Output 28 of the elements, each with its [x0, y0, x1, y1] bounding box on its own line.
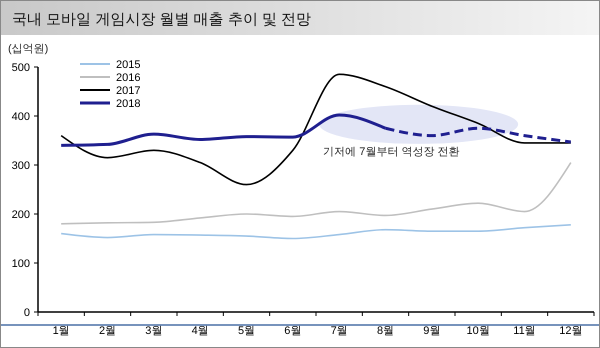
x-tick-label: 1월: [52, 325, 70, 337]
legend-label: 2018: [116, 98, 140, 110]
line-series: [60, 224, 572, 240]
x-tick-label: 4월: [192, 325, 209, 337]
x-tick-label: 9월: [423, 325, 440, 337]
legend-label: 2016: [116, 72, 140, 84]
y-tick-label: 400: [12, 110, 30, 123]
legend-label: 2015: [116, 58, 140, 71]
x-tick-label: 12월: [559, 325, 582, 337]
x-tick-label: 3월: [145, 325, 162, 337]
y-tick-label: 300: [12, 160, 30, 172]
y-tick-label: 500: [12, 62, 30, 74]
x-tick-label: 6월: [284, 325, 302, 337]
y-tick-label: 100: [12, 258, 30, 270]
line-series: [60, 74, 572, 186]
x-tick-label: 10월: [466, 325, 490, 337]
x-tick-label: 7월: [330, 325, 348, 337]
x-tick-label: 11월: [513, 325, 536, 337]
x-tick-label: 5월: [238, 325, 256, 337]
x-tick-label: 8월: [376, 325, 394, 337]
annotation: 기저에 7월부터 역성장 전환: [323, 146, 460, 158]
y-tick-label: 0: [24, 306, 30, 319]
line-series: [60, 162, 572, 225]
y-tick-label: 200: [12, 208, 30, 221]
x-tick-label: 2월: [98, 325, 116, 337]
chart-title: 국내 모바일 게임시장 월별 매출 추이 및 전망: [12, 11, 312, 28]
y-axis-title: (십억원): [8, 43, 48, 55]
legend-label: 2017: [116, 84, 140, 97]
